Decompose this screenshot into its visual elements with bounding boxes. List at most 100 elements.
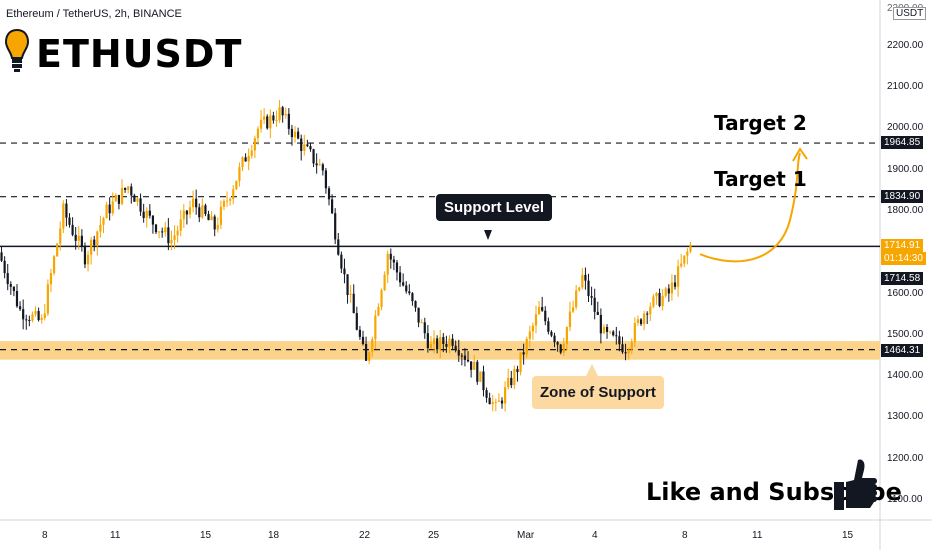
candle-body bbox=[528, 331, 531, 339]
candle-body bbox=[213, 216, 216, 230]
candle-body bbox=[358, 329, 362, 337]
candle-body bbox=[235, 180, 238, 190]
candle-body bbox=[683, 255, 686, 264]
candle-body bbox=[52, 256, 56, 274]
candle-body bbox=[117, 195, 121, 204]
candle-body bbox=[667, 288, 670, 294]
support-level-pointer bbox=[484, 230, 492, 240]
candle-body bbox=[65, 203, 68, 218]
candle-body bbox=[266, 116, 269, 129]
candle-body bbox=[377, 306, 380, 316]
candle-body bbox=[398, 272, 402, 283]
candle-body bbox=[643, 313, 646, 325]
candle-body bbox=[439, 337, 442, 350]
candle-body bbox=[519, 352, 522, 373]
symbol-line: Ethereum / TetherUS, 2h, BINANCE bbox=[6, 8, 182, 20]
y-tick: 2000.00 bbox=[887, 122, 924, 133]
support-price-tag: 1714.58 bbox=[881, 272, 924, 285]
candle-body bbox=[31, 314, 34, 321]
candle-body bbox=[321, 164, 324, 171]
candle-body bbox=[247, 155, 250, 162]
candle-body bbox=[96, 231, 99, 246]
candle-body bbox=[185, 210, 189, 215]
candle-body bbox=[364, 344, 368, 361]
candle-body bbox=[605, 326, 609, 332]
candle-body bbox=[256, 128, 260, 139]
candle-body bbox=[541, 307, 544, 311]
candle-body bbox=[167, 227, 170, 244]
candle-body bbox=[361, 336, 365, 345]
currency-badge[interactable]: USDT bbox=[893, 7, 927, 20]
candle-body bbox=[253, 138, 256, 151]
x-tick: 15 bbox=[200, 530, 212, 541]
candle-body bbox=[584, 274, 587, 281]
candle-body bbox=[284, 113, 287, 116]
candle-body bbox=[49, 273, 53, 285]
candle-body bbox=[411, 293, 414, 302]
candle-body bbox=[170, 240, 173, 244]
candle-body bbox=[287, 113, 290, 129]
candle-body bbox=[244, 157, 247, 162]
candle-body bbox=[108, 204, 111, 214]
candle-body bbox=[621, 344, 624, 353]
candle-body bbox=[269, 115, 272, 129]
candle-body bbox=[90, 239, 93, 255]
candle-body bbox=[374, 315, 377, 340]
candle-body bbox=[201, 205, 204, 218]
y-tick: 1400.00 bbox=[887, 370, 924, 381]
candle-body bbox=[337, 239, 340, 255]
x-tick: 25 bbox=[428, 530, 440, 541]
candle-body bbox=[37, 310, 40, 320]
candle-body bbox=[136, 198, 139, 202]
y-tick: 2200.00 bbox=[887, 40, 924, 51]
candle-body bbox=[497, 400, 501, 402]
candle-body bbox=[417, 307, 420, 323]
candle-body bbox=[436, 338, 439, 350]
candle-body bbox=[263, 116, 266, 120]
lightbulb-icon bbox=[4, 28, 30, 79]
candle-body bbox=[34, 310, 37, 315]
candle-body bbox=[494, 401, 497, 403]
candle-body bbox=[229, 199, 232, 201]
candle-body bbox=[612, 331, 615, 336]
ticker-title: ETHUSDT bbox=[36, 32, 243, 76]
target2-price-tag: 1964.85 bbox=[881, 136, 924, 149]
candle-body bbox=[476, 361, 479, 382]
candle-body bbox=[507, 377, 510, 388]
candle-body bbox=[627, 349, 630, 354]
current-price-tag: 1714.91 bbox=[881, 239, 924, 252]
candle-body bbox=[389, 253, 392, 260]
candle-body bbox=[300, 138, 303, 151]
candle-body bbox=[259, 119, 263, 129]
candle-body bbox=[327, 188, 331, 200]
candle-body bbox=[473, 361, 476, 370]
candle-body bbox=[624, 352, 627, 354]
y-tick: 2100.00 bbox=[887, 81, 924, 92]
candle-body bbox=[219, 206, 222, 225]
candle-body bbox=[15, 291, 19, 307]
candle-body bbox=[553, 335, 556, 343]
candle-body bbox=[127, 186, 130, 190]
candle-body bbox=[510, 377, 513, 386]
candle-body bbox=[664, 288, 667, 296]
candle-body bbox=[420, 322, 423, 324]
candle-body bbox=[380, 290, 383, 307]
candle-body bbox=[334, 213, 337, 240]
candle-body bbox=[559, 344, 562, 353]
candle-body bbox=[673, 282, 677, 287]
candle-body bbox=[12, 286, 16, 292]
candle-body bbox=[513, 368, 516, 386]
thumbs-up-icon bbox=[832, 456, 880, 517]
candle-body bbox=[646, 313, 649, 315]
support-level-label: Support Level bbox=[436, 194, 553, 221]
zone-of-support-label: Zone of Support bbox=[532, 376, 664, 409]
candle-body bbox=[250, 150, 253, 156]
candle-body bbox=[488, 397, 491, 405]
candle-body bbox=[204, 205, 207, 215]
candle-body bbox=[352, 293, 355, 314]
candle-body bbox=[562, 343, 565, 353]
target1-price-tag: 1834.90 bbox=[881, 190, 924, 203]
candle-body bbox=[485, 390, 488, 398]
projection-arrowhead bbox=[792, 147, 808, 162]
candle-body bbox=[80, 235, 83, 246]
